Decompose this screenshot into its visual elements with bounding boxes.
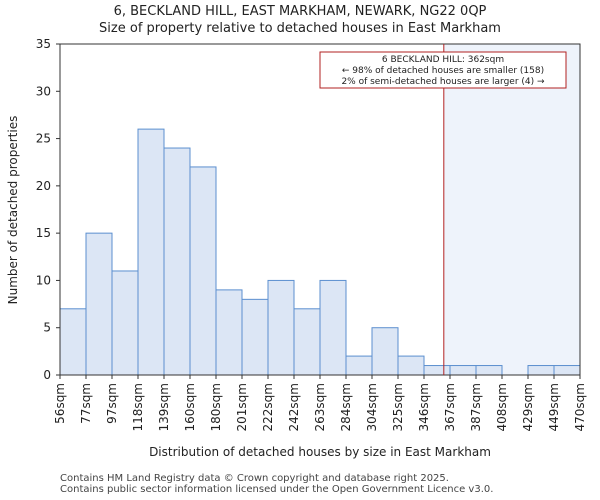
- x-tick-label: 118sqm: [131, 383, 145, 431]
- x-tick-label: 160sqm: [183, 383, 197, 431]
- annotation-line-2: ← 98% of detached houses are smaller (15…: [342, 66, 544, 76]
- bar-180sqm: [215, 289, 243, 376]
- x-tick-label: 387sqm: [469, 383, 483, 431]
- x-tick-label: 429sqm: [521, 383, 535, 431]
- bar-367sqm: [449, 365, 477, 376]
- annotation-line-3: 2% of semi-detached houses are larger (4…: [341, 77, 545, 87]
- x-tick-label: 56sqm: [53, 383, 67, 424]
- y-axis-label: Number of detached properties: [6, 115, 20, 305]
- y-tick-label: 0: [43, 368, 51, 382]
- bar-263sqm: [319, 279, 347, 376]
- x-tick-label: 77sqm: [79, 383, 93, 424]
- x-tick-label: 325sqm: [391, 383, 405, 431]
- bar-284sqm: [345, 355, 373, 376]
- x-tick-label: 304sqm: [365, 383, 379, 431]
- y-tick-label: 25: [36, 132, 51, 146]
- annotation-line-1: 6 BECKLAND HILL: 362sqm: [382, 55, 504, 65]
- footer-line-2: Contains public sector information licen…: [60, 484, 494, 495]
- x-tick-label: 408sqm: [495, 383, 509, 431]
- x-tick-label: 242sqm: [287, 383, 301, 431]
- bar-201sqm: [241, 298, 269, 376]
- bars-group: [59, 128, 581, 376]
- x-tick-label: 97sqm: [105, 383, 119, 424]
- y-tick-label: 30: [36, 84, 51, 98]
- x-tick-label: 470sqm: [573, 383, 587, 431]
- bar-77sqm: [85, 232, 113, 376]
- x-tick-label: 284sqm: [339, 383, 353, 431]
- x-tick-label: 180sqm: [209, 383, 223, 431]
- bar-429sqm: [527, 365, 555, 376]
- x-axis-label: Distribution of detached houses by size …: [149, 445, 491, 459]
- y-tick-label: 10: [36, 273, 51, 287]
- y-tick-label: 15: [36, 226, 51, 240]
- x-tick-label: 367sqm: [443, 383, 457, 431]
- larger-region-highlight: [443, 44, 580, 375]
- x-tick-label: 222sqm: [261, 383, 275, 431]
- bar-222sqm: [267, 279, 295, 376]
- bar-304sqm: [371, 327, 399, 376]
- footer-line-1: Contains HM Land Registry data © Crown c…: [60, 473, 449, 484]
- bar-118sqm: [137, 128, 165, 376]
- bar-139sqm: [163, 147, 191, 376]
- x-tick-label: 449sqm: [547, 383, 561, 431]
- bar-97sqm: [111, 270, 139, 376]
- y-tick-label: 35: [36, 37, 51, 51]
- bar-325sqm: [397, 355, 425, 376]
- bar-242sqm: [293, 308, 321, 376]
- x-tick-label: 346sqm: [417, 383, 431, 431]
- x-tick-label: 139sqm: [157, 383, 171, 431]
- annotation-box: [319, 51, 567, 89]
- chart-subtitle: Size of property relative to detached ho…: [99, 21, 501, 36]
- bar-346sqm: [423, 365, 451, 376]
- bar-387sqm: [475, 365, 503, 376]
- bar-56sqm: [59, 308, 87, 376]
- y-tick-label: 20: [36, 179, 51, 193]
- x-tick-label: 263sqm: [313, 383, 327, 431]
- bar-160sqm: [189, 166, 217, 376]
- bar-449sqm: [553, 365, 581, 376]
- chart-title: 6, BECKLAND HILL, EAST MARKHAM, NEWARK, …: [113, 4, 487, 19]
- x-tick-label: 201sqm: [235, 383, 249, 431]
- x-axis-ticks: 56sqm 77sqm 97sqm 118sqm 139sqm 160sqm 180sqm 2…: [53, 375, 587, 431]
- y-axis-ticks: 0 5 10 15 20 25 30 35: [36, 37, 60, 382]
- plot-frame: [59, 43, 581, 376]
- y-tick-label: 5: [43, 321, 51, 335]
